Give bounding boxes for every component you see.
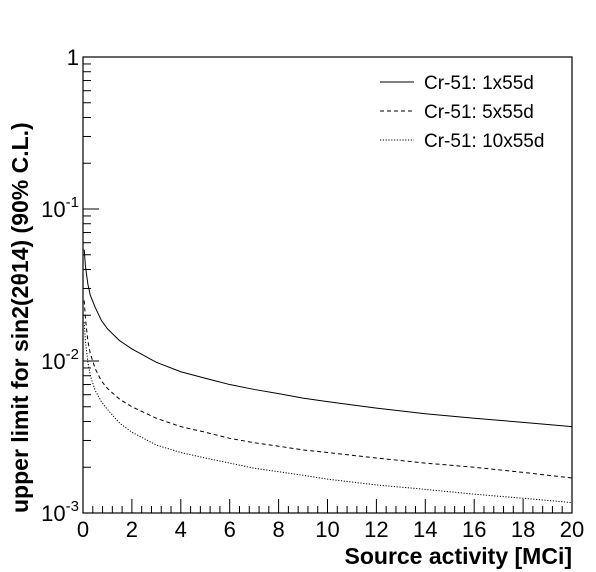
series-line-2	[83, 300, 573, 479]
series-line-1	[83, 249, 573, 428]
x-tick-label: 6	[224, 517, 236, 542]
y-tick-base: 10	[41, 197, 65, 222]
y-tick-exponent: -1	[66, 194, 79, 211]
x-axis: 0 2 4 6 8 10 12 14 16 18 20	[77, 499, 584, 542]
y-tick-label: 1	[67, 45, 79, 70]
y-tick-label: 10-3	[41, 498, 79, 526]
y-tick-label: 10-2	[41, 346, 79, 374]
x-tick-label: 4	[175, 517, 187, 542]
y-tick-base: 10	[41, 349, 65, 374]
x-tick-label: 16	[462, 517, 486, 542]
x-tick-label: 14	[413, 517, 437, 542]
x-tick-label: 20	[560, 517, 584, 542]
legend-label-3: Cr-51: 10x55d	[424, 131, 544, 152]
y-tick-exponent: -2	[66, 346, 79, 363]
y-axis-title: upper limit for sin2(2θ14) (90% C.L.)	[7, 122, 33, 513]
x-tick-label: 2	[126, 517, 138, 542]
x-tick-label: 12	[364, 517, 388, 542]
legend-label-1: Cr-51: 1x55d	[424, 73, 534, 94]
y-tick-label: 10-1	[41, 194, 79, 222]
legend: Cr-51: 1x55d Cr-51: 5x55d Cr-51: 10x55d	[380, 73, 544, 152]
y-axis: 10-310-210-11	[41, 45, 99, 526]
x-axis-title: Source activity [MCi]	[345, 543, 573, 569]
y-tick-base: 1	[67, 45, 79, 70]
legend-label-2: Cr-51: 5x55d	[424, 102, 534, 123]
x-tick-label: 8	[272, 517, 284, 542]
y-tick-exponent: -3	[66, 498, 79, 515]
series-line-3	[83, 322, 573, 504]
x-tick-label: 0	[77, 517, 89, 542]
x-tick-label: 10	[315, 517, 339, 542]
x-tick-label: 18	[511, 517, 535, 542]
plot-area	[83, 249, 573, 504]
y-tick-base: 10	[41, 501, 65, 526]
